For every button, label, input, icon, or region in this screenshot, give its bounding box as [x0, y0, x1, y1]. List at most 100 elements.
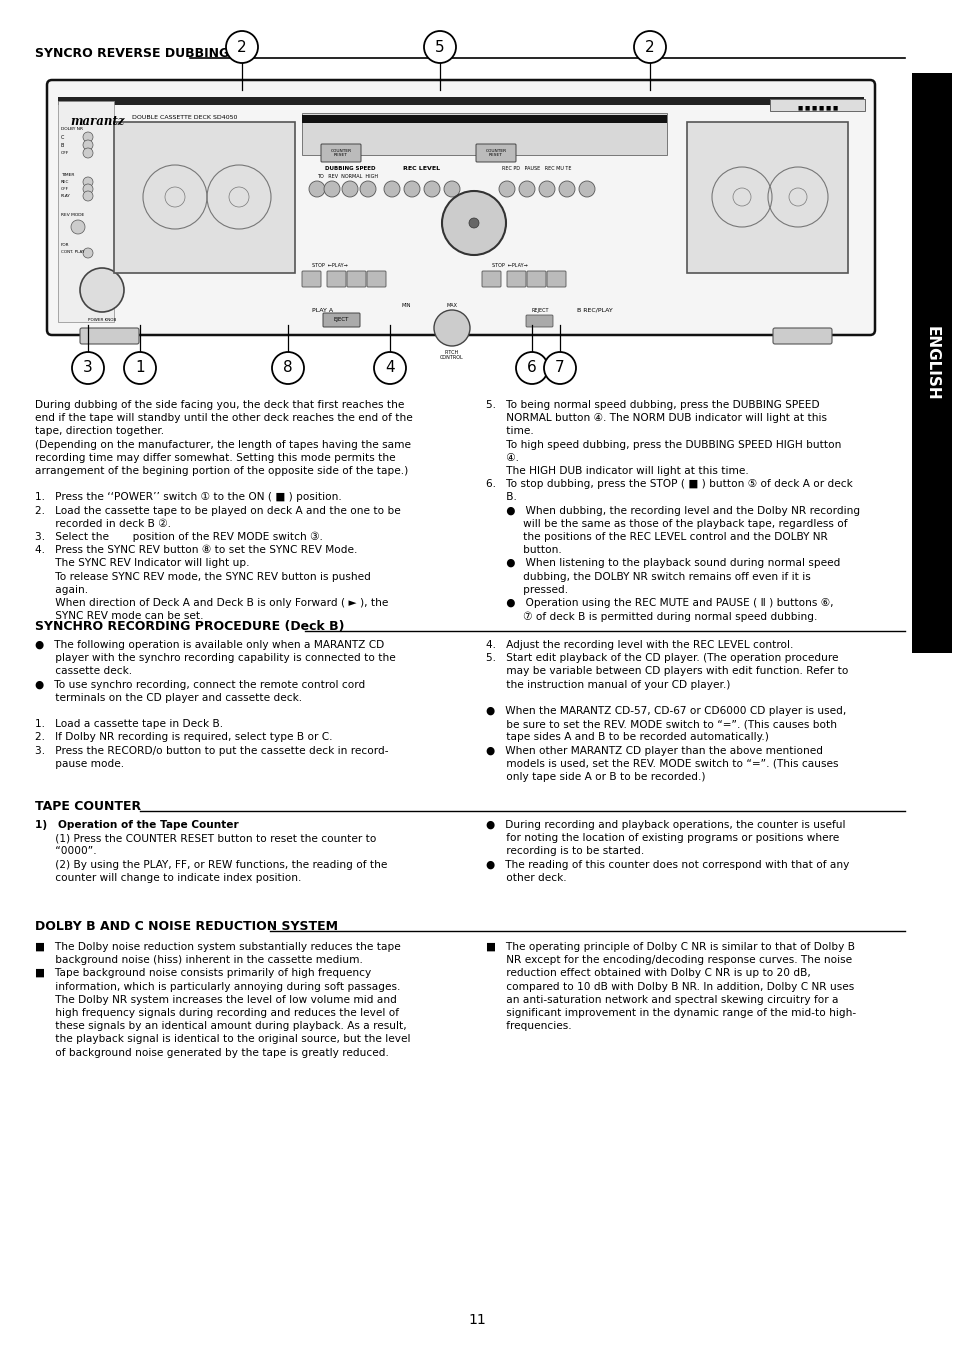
Text: ⑦ of deck B is permitted during normal speed dubbing.: ⑦ of deck B is permitted during normal s…	[485, 611, 817, 621]
Bar	[769, 99, 864, 111]
Text: 1)   Operation of the Tape Counter: 1) Operation of the Tape Counter	[35, 820, 238, 830]
Text: PLAY A: PLAY A	[312, 308, 333, 313]
Text: 3.   Select the       position of the REV MODE switch ③.: 3. Select the position of the REV MODE s…	[35, 532, 322, 542]
FancyBboxPatch shape	[526, 272, 545, 286]
Circle shape	[83, 132, 92, 142]
Text: (2) By using the PLAY, FF, or REW functions, the reading of the: (2) By using the PLAY, FF, or REW functi…	[35, 859, 387, 870]
Text: The SYNC REV Indicator will light up.: The SYNC REV Indicator will light up.	[35, 558, 250, 569]
Text: 4.   Press the SYNC REV button ⑧ to set the SYNC REV Mode.: 4. Press the SYNC REV button ⑧ to set th…	[35, 546, 357, 555]
Text: DOLBY NR: DOLBY NR	[61, 127, 83, 131]
Circle shape	[272, 353, 304, 384]
Text: SYNCHRO RECORDING PROCEDURE (Deck B): SYNCHRO RECORDING PROCEDURE (Deck B)	[35, 620, 344, 634]
Circle shape	[341, 181, 357, 197]
Text: REC PD   PAUSE   REC MU TE: REC PD PAUSE REC MU TE	[501, 166, 571, 172]
Text: recording time may differ somewhat. Setting this mode permits the: recording time may differ somewhat. Sett…	[35, 453, 395, 463]
Text: other deck.: other deck.	[485, 873, 566, 882]
Text: (1) Press the COUNTER RESET button to reset the counter to: (1) Press the COUNTER RESET button to re…	[35, 834, 376, 843]
Text: arrangement of the begining portion of the opposite side of the tape.): arrangement of the begining portion of t…	[35, 466, 408, 476]
Text: frequencies.: frequencies.	[485, 1021, 571, 1031]
FancyBboxPatch shape	[686, 122, 847, 273]
Circle shape	[71, 220, 85, 234]
Circle shape	[538, 181, 555, 197]
Circle shape	[83, 190, 92, 201]
Text: REJECT: REJECT	[532, 308, 549, 313]
Text: DOLBY B AND C NOISE REDUCTION SYSTEM: DOLBY B AND C NOISE REDUCTION SYSTEM	[35, 920, 337, 934]
Text: ■ ■ ■ ■ ■ ■: ■ ■ ■ ■ ■ ■	[797, 105, 838, 109]
Circle shape	[83, 149, 92, 158]
Text: 2: 2	[644, 39, 654, 54]
Text: end if the tape will standby until the other deck reaches the end of the: end if the tape will standby until the o…	[35, 413, 413, 423]
Circle shape	[384, 181, 399, 197]
Text: 1.   Press the ‘‘POWER’’ switch ① to the ON ( ■ ) position.: 1. Press the ‘‘POWER’’ switch ① to the O…	[35, 492, 341, 503]
Text: the instruction manual of your CD player.): the instruction manual of your CD player…	[485, 680, 730, 689]
Text: When direction of Deck A and Deck B is only Forward ( ► ), the: When direction of Deck A and Deck B is o…	[35, 598, 388, 608]
FancyBboxPatch shape	[911, 73, 951, 653]
Circle shape	[83, 249, 92, 258]
Circle shape	[634, 31, 665, 63]
Text: 5.   To being normal speed dubbing, press the DUBBING SPEED: 5. To being normal speed dubbing, press …	[485, 400, 819, 409]
Circle shape	[543, 353, 576, 384]
Text: To high speed dubbing, press the DUBBING SPEED HIGH button: To high speed dubbing, press the DUBBING…	[485, 439, 841, 450]
Text: the playback signal is identical to the original source, but the level: the playback signal is identical to the …	[35, 1035, 410, 1044]
Text: tape sides A and B to be recorded automatically.): tape sides A and B to be recorded automa…	[485, 732, 768, 743]
Text: During dubbing of the side facing you, the deck that first reaches the: During dubbing of the side facing you, t…	[35, 400, 404, 409]
Circle shape	[469, 218, 478, 228]
Text: high frequency signals during recording and reduces the level of: high frequency signals during recording …	[35, 1008, 398, 1019]
Circle shape	[324, 181, 339, 197]
Text: ●   Operation using the REC MUTE and PAUSE ( Ⅱ ) buttons ⑥,: ● Operation using the REC MUTE and PAUSE…	[485, 598, 833, 608]
Text: models is used, set the REV. MODE switch to “=”. (This causes: models is used, set the REV. MODE switch…	[485, 759, 838, 769]
Circle shape	[80, 267, 124, 312]
Circle shape	[443, 181, 459, 197]
Text: be sure to set the REV. MODE switch to “=”. (This causes both: be sure to set the REV. MODE switch to “…	[485, 719, 836, 730]
Text: (Depending on the manufacturer, the length of tapes having the same: (Depending on the manufacturer, the leng…	[35, 439, 411, 450]
Text: 3: 3	[83, 361, 92, 376]
Text: 7: 7	[555, 361, 564, 376]
Circle shape	[83, 184, 92, 195]
Circle shape	[558, 181, 575, 197]
Text: PITCH: PITCH	[444, 350, 458, 355]
Text: B: B	[61, 143, 64, 149]
Bar	[302, 113, 666, 155]
FancyBboxPatch shape	[113, 122, 294, 273]
Text: 2.   If Dolby NR recording is required, select type B or C.: 2. If Dolby NR recording is required, se…	[35, 732, 333, 743]
Text: cassette deck.: cassette deck.	[35, 666, 132, 677]
Text: TO   REV  NORMAL  HIGH: TO REV NORMAL HIGH	[316, 174, 377, 178]
Text: background noise (hiss) inherent in the cassette medium.: background noise (hiss) inherent in the …	[35, 955, 362, 965]
Text: ●   The reading of this counter does not correspond with that of any: ● The reading of this counter does not c…	[485, 859, 848, 870]
Text: MIN: MIN	[401, 303, 411, 308]
Text: pressed.: pressed.	[485, 585, 568, 594]
Text: MAX: MAX	[447, 303, 457, 308]
Circle shape	[578, 181, 595, 197]
FancyBboxPatch shape	[80, 328, 139, 345]
Text: these signals by an identical amount during playback. As a result,: these signals by an identical amount dur…	[35, 1021, 406, 1031]
Text: information, which is particularly annoying during soft passages.: information, which is particularly annoy…	[35, 982, 400, 992]
Circle shape	[423, 31, 456, 63]
Text: TAPE COUNTER: TAPE COUNTER	[35, 800, 141, 813]
Text: CONTROL: CONTROL	[439, 355, 463, 359]
Text: ●   When the MARANTZ CD-57, CD-67 or CD6000 CD player is used,: ● When the MARANTZ CD-57, CD-67 or CD600…	[485, 707, 845, 716]
Text: PLAY: PLAY	[61, 195, 71, 199]
Text: 1: 1	[135, 361, 145, 376]
Text: significant improvement in the dynamic range of the mid-to high-: significant improvement in the dynamic r…	[485, 1008, 855, 1019]
Text: C: C	[61, 135, 64, 141]
Text: of background noise generated by the tape is greatly reduced.: of background noise generated by the tap…	[35, 1047, 389, 1058]
FancyBboxPatch shape	[327, 272, 346, 286]
Text: counter will change to indicate index position.: counter will change to indicate index po…	[35, 873, 301, 882]
Text: DUBBING SPEED: DUBBING SPEED	[324, 166, 375, 172]
Text: CONT. PLAY: CONT. PLAY	[61, 250, 85, 254]
Circle shape	[516, 353, 547, 384]
Circle shape	[518, 181, 535, 197]
Text: ④.: ④.	[485, 453, 518, 463]
FancyBboxPatch shape	[525, 315, 553, 327]
Text: STOP  ←PLAY→: STOP ←PLAY→	[492, 263, 527, 267]
Text: SYNCRO REVERSE DUBBING: SYNCRO REVERSE DUBBING	[35, 47, 229, 59]
Text: ■   The operating principle of Dolby C NR is similar to that of Dolby B: ■ The operating principle of Dolby C NR …	[485, 942, 854, 952]
Text: “0000”.: “0000”.	[35, 846, 96, 857]
FancyBboxPatch shape	[772, 328, 831, 345]
Text: 2.   Load the cassette tape to be played on deck A and the one to be: 2. Load the cassette tape to be played o…	[35, 505, 400, 516]
Text: may be variable between CD players with edit function. Refer to: may be variable between CD players with …	[485, 666, 847, 677]
Text: ●   To use synchro recording, connect the remote control cord: ● To use synchro recording, connect the …	[35, 680, 365, 689]
Text: REV MODE: REV MODE	[61, 213, 84, 218]
Text: NR except for the encoding/decoding response curves. The noise: NR except for the encoding/decoding resp…	[485, 955, 851, 965]
Circle shape	[226, 31, 257, 63]
